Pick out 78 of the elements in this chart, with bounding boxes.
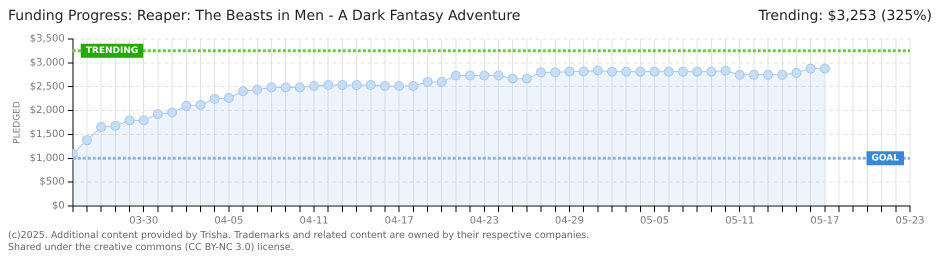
y-tick-label: $2,500: [30, 81, 65, 92]
point: [777, 70, 788, 80]
point: [110, 120, 120, 131]
y-tick-label: $3,000: [30, 57, 65, 68]
y-tick-label: $1,500: [30, 129, 65, 140]
point: [238, 86, 248, 96]
point: [294, 82, 305, 92]
point: [550, 67, 560, 78]
point: [380, 81, 390, 91]
text: (c)2025. Additional content provided by Trisha. Trademarks and related content are owned by their respective companies.: [8, 230, 590, 242]
y-axis-title: PLEDGED: [12, 101, 23, 144]
point: [465, 70, 476, 80]
point: [96, 122, 106, 132]
point: [650, 66, 660, 77]
point: [607, 66, 618, 77]
point: [592, 65, 603, 76]
point: [635, 66, 646, 77]
y-tick-label: $3,500: [30, 34, 65, 45]
point: [337, 80, 348, 90]
x-tick-label: 04-05: [214, 216, 244, 227]
point: [806, 64, 816, 74]
point: [706, 66, 716, 77]
y-tick-label: $2,000: [30, 105, 65, 116]
point: [366, 80, 376, 90]
point: [352, 80, 362, 90]
point: [152, 109, 163, 120]
x-tick-label: 05-23: [895, 216, 925, 227]
x-tick-label: 04-23: [470, 216, 499, 227]
point: [678, 66, 688, 77]
point: [436, 76, 447, 87]
point: [820, 64, 830, 74]
point: [280, 82, 291, 92]
point: [450, 70, 461, 80]
point: [167, 107, 178, 118]
point: [692, 66, 702, 77]
point: [252, 84, 262, 95]
point: [210, 94, 220, 104]
text: Shared under the creative commons (CC BY-NC 3.0) license.: [8, 242, 295, 254]
x-tick-label: 03-30: [129, 216, 158, 227]
x-tick-label: 04-29: [554, 216, 584, 227]
point: [734, 70, 745, 80]
point: [522, 74, 532, 84]
point: [664, 66, 674, 77]
ref-line-label: TRENDING: [86, 46, 138, 56]
point: [508, 74, 518, 84]
y-tick-label: $0: [52, 200, 65, 212]
point: [138, 115, 149, 126]
point: [323, 80, 334, 90]
y-tick-label: $1,000: [30, 152, 65, 164]
point: [309, 81, 320, 91]
point: [493, 70, 504, 80]
point: [181, 100, 192, 111]
x-tick-label: 05-05: [640, 216, 670, 227]
point: [196, 100, 206, 110]
x-tick-label: 04-11: [299, 216, 329, 227]
point: [791, 68, 802, 78]
point: [578, 66, 589, 76]
text: Trending: $3,253 (325%): [758, 8, 932, 24]
point: [621, 66, 632, 77]
point: [408, 81, 418, 91]
point: [422, 76, 433, 87]
point: [479, 70, 490, 80]
x-tick-label: 05-17: [810, 216, 840, 227]
point: [536, 67, 546, 78]
x-tick-label: 05-11: [725, 216, 754, 227]
ref-line-label: GOAL: [872, 154, 900, 164]
point: [394, 81, 404, 91]
x-tick-label: 04-17: [384, 216, 414, 227]
point: [124, 115, 135, 126]
y-tick-label: $500: [39, 176, 65, 188]
point: [82, 135, 92, 146]
point: [564, 66, 574, 76]
point: [266, 82, 276, 92]
point: [763, 70, 774, 80]
point: [748, 70, 759, 80]
point: [720, 66, 731, 76]
point: [224, 92, 234, 103]
chart-title: Funding Progress: Reaper: The Beasts in Men - A Dark Fantasy Adventure: [8, 8, 520, 24]
